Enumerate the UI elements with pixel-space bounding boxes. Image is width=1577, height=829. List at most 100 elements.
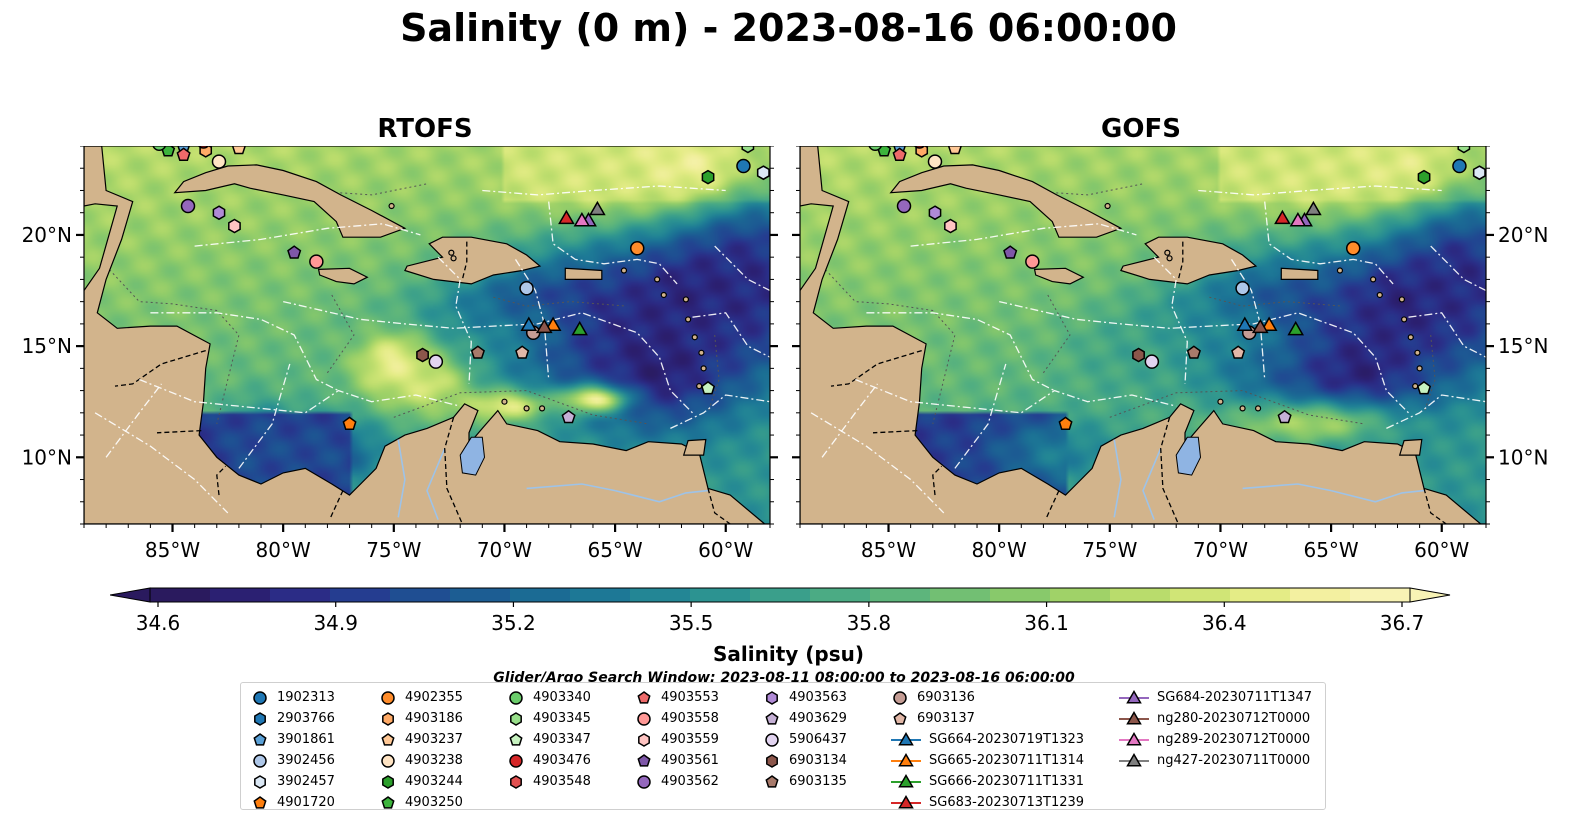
legend-marker-4903562 [637,774,651,789]
legend-marker [637,774,651,789]
obs-marker-SG683-20230713T1239 [1274,209,1291,225]
colorbar-segment [1110,588,1171,602]
island [388,202,395,210]
obs-marker-4903237 [947,146,962,155]
legend-label: 4902355 [405,690,463,705]
legend-marker [765,711,779,725]
legend-marker-3902457 [254,774,266,789]
legend-label: ng289-20230712T0000 [1157,732,1311,747]
legend-marker-4903237 [381,732,395,746]
obs-marker-ng280-20230712T0000 [535,318,553,334]
obs-marker-4903340 [868,146,883,152]
country-border [1423,488,1447,524]
legend-label: 4903476 [533,753,591,768]
legend-item: 4903347 [507,729,591,750]
colorbar-frame [149,587,1411,603]
legend-item: 4902355 [379,687,463,708]
legend-column: 4902355 4903186 4903237 4903238 4903244 49032… [379,687,463,813]
colorbar-segment [870,588,931,602]
legend-item: 4903558 [635,708,719,729]
eez-boundary [810,412,945,514]
legend-marker [637,753,651,767]
legend-item: 3902457 [251,771,335,792]
obs-marker-3902456 [519,281,534,296]
legend-marker [381,690,395,705]
colorbar-segment [810,588,871,602]
salinity-colorbar: 34.6 34.9 35.2 35.5 35.8 36.1 36.4 36.7 [110,587,1451,635]
colorbar-tick-label: 36.1 [1024,611,1069,635]
legend-label: 1902313 [277,690,335,705]
y-tick-label: 10°N [22,445,72,469]
legend-label: SG683-20230713T1239 [929,795,1085,810]
colorbar-segment [630,588,691,602]
eez-boundary [482,185,726,196]
country-border [114,349,206,387]
legend-marker [891,794,921,809]
legend-label: SG664-20230719T1323 [929,732,1085,747]
obs-marker-6903135 [1186,345,1201,359]
colorbar-segment [1170,588,1231,602]
isobath-line [393,390,649,425]
legend-label: SG666-20230711T1331 [929,774,1085,789]
legend-label: 6903134 [789,753,847,768]
legend-item: 4903238 [379,750,463,771]
legend-item: 4903548 [507,771,591,792]
legend-column: SG684-20230711T1347 ng280-20230712T0000 ng… [1119,687,1312,771]
obs-marker-6903134 [416,347,429,363]
legend-marker [509,753,523,768]
obs-marker-SG683-20230713T1239 [558,209,575,225]
obs-marker-4903563 [928,205,942,221]
legend-marker [893,711,907,725]
x-tick-label: 80°W [256,538,311,562]
eez-boundary [283,300,693,414]
land-mass [404,236,542,285]
obs-marker-4903244 [1417,169,1431,185]
island [501,398,508,405]
legend-label: 4903186 [405,711,463,726]
country-border [872,429,918,434]
obs-marker-6903134 [1132,347,1145,363]
country-border [707,488,731,524]
obs-marker-4903237 [231,146,246,155]
isobath-line [1042,294,1071,374]
eez-boundary [999,300,1409,414]
island [696,383,703,390]
obs-marker-5906437 [1144,354,1160,369]
legend-label: 4903561 [661,753,719,768]
colorbar-segment [150,588,211,602]
country-border [932,465,943,496]
obs-marker-6903137 [515,345,530,359]
legend-label: 4903250 [405,795,463,810]
x-tick-label: 80°W [972,538,1027,562]
legend-marker-4903559 [638,732,650,747]
obs-marker-SG666-20230711T1331 [571,320,588,336]
legend-marker-4901720 [253,795,267,809]
island [1336,267,1344,274]
island [660,291,667,299]
legend-item: 4903553 [635,687,719,708]
obs-marker-4902355 [1345,241,1361,256]
legend-marker [510,774,522,789]
legend-item: 4903250 [379,792,463,813]
legend-label: 6903136 [917,690,975,705]
legend-marker [382,774,394,789]
obs-marker-ng280-20230712T0000 [1251,318,1269,334]
country-border [1045,490,1060,520]
colorbar-tick-label: 36.7 [1380,611,1425,635]
legend-marker-SG684-20230711T1347 [1126,689,1142,704]
colorbar-tick-label: 34.9 [313,611,358,635]
legend-label: ng280-20230712T0000 [1157,711,1311,726]
eez-boundary [548,201,678,285]
legend-item: 6903135 [763,771,847,792]
legend-item: 5906437 [763,729,847,750]
x-tick-label: 60°W [698,538,753,562]
river-line [614,489,709,503]
legend-label: 4903562 [661,774,719,789]
country-border [1177,241,1184,280]
y-tick-label: 20°N [22,223,72,247]
gofs-map-panel: 85°W 80°W 75°W 70°W 65°W 60°W 20°N 15°N 10°N [792,146,1548,562]
legend-item: 4903345 [507,708,591,729]
eez-boundary [1198,185,1442,196]
eez-boundary [238,363,291,469]
map-frame [799,146,1487,525]
